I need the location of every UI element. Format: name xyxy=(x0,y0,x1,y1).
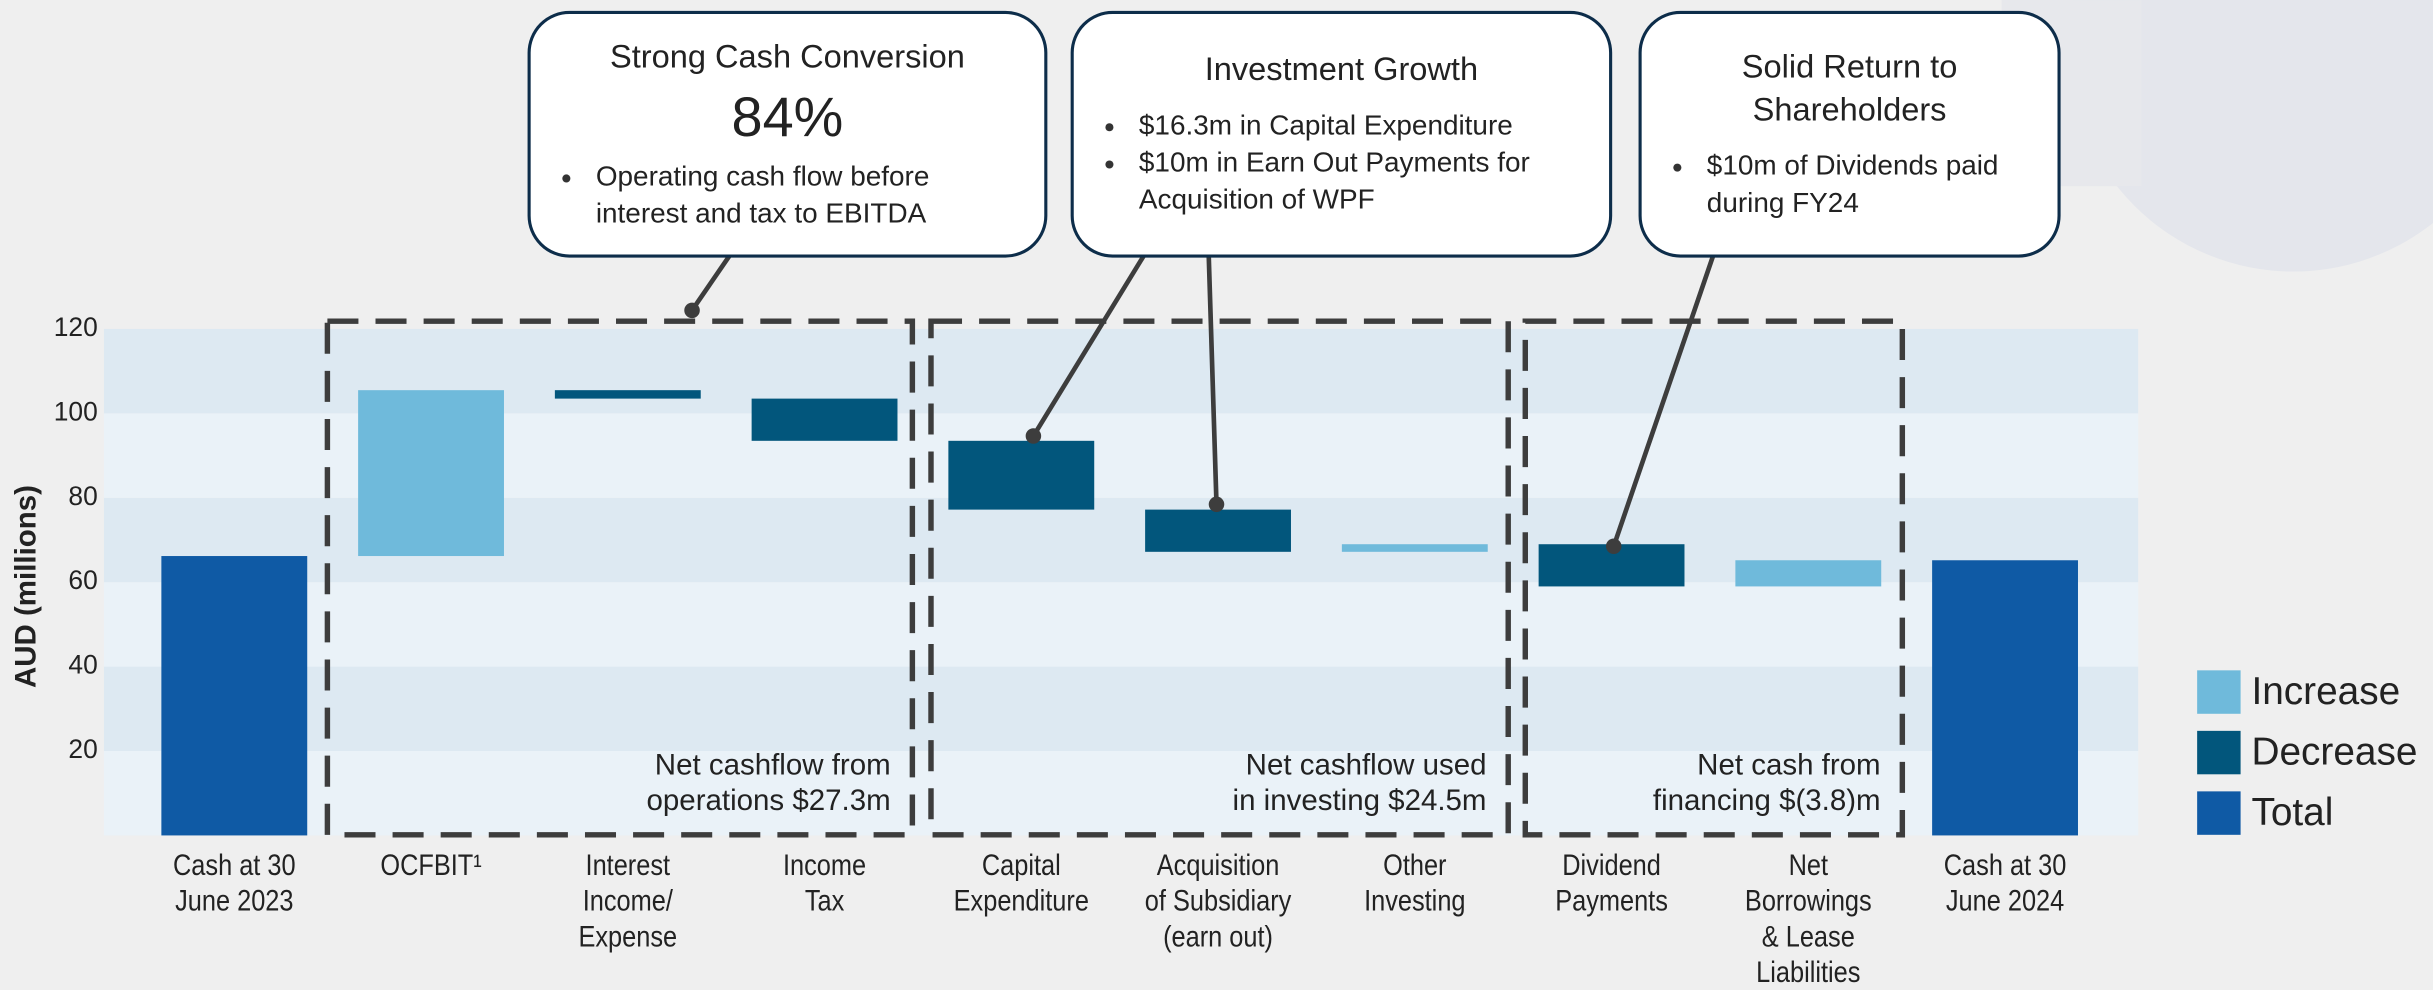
bar xyxy=(1735,560,1882,587)
callout-bullet: $16.3m in Capital Expenditure xyxy=(1139,110,1513,141)
x-tick-label: OCFBIT¹ xyxy=(380,848,481,881)
callout-bullet: $10m of Dividends paid during FY24 xyxy=(1707,150,1999,218)
callout-box xyxy=(1070,10,1613,258)
y-tick-label: 40 xyxy=(68,650,97,680)
bullet-dot xyxy=(1673,163,1682,172)
legend-swatch xyxy=(2197,730,2241,775)
bullet-dot xyxy=(1105,123,1114,132)
background-circle xyxy=(2068,0,2433,272)
bar xyxy=(1932,560,2078,836)
connector-dot xyxy=(1605,538,1622,554)
x-tick-label: Dividend Payments xyxy=(1555,848,1668,917)
x-tick-label: Income Tax xyxy=(783,848,866,917)
x-tick-label: Acquisition of Subsidiary (earn out) xyxy=(1145,848,1292,953)
callout-title: Solid Return to Shareholders xyxy=(1742,48,1958,127)
callout-title: Strong Cash Conversion xyxy=(610,39,965,75)
legend-label: Total xyxy=(2251,791,2333,834)
x-tick-label: Cash at 30 June 2023 xyxy=(173,848,296,917)
grid-band xyxy=(103,666,2139,752)
legend-swatch xyxy=(2197,791,2241,835)
connector xyxy=(690,254,732,312)
bar xyxy=(1145,509,1291,552)
bar xyxy=(554,390,701,399)
callout-highlight: 84% xyxy=(732,85,844,148)
x-tick-label: Capital Expenditure xyxy=(954,848,1089,917)
x-tick-label: Net Borrowings & Lease Liabilities xyxy=(1745,848,1872,988)
y-tick-label: 120 xyxy=(54,312,98,342)
connector xyxy=(1611,255,1716,547)
callout-bullet: Operating cash flow before interest and t… xyxy=(596,161,930,229)
legend-label: Increase xyxy=(2251,670,2400,713)
y-tick-label: 20 xyxy=(68,734,97,764)
connector-dot xyxy=(1025,428,1042,444)
bullet-dot xyxy=(562,174,571,183)
bar xyxy=(948,440,1095,510)
callout-bullet: $10m in Earn Out Payments for Acquisition… xyxy=(1139,147,1530,215)
group-label: Net cashflow used in investing $24.5m xyxy=(1233,748,1487,817)
connector xyxy=(1206,255,1219,505)
y-tick-label: 60 xyxy=(68,565,97,595)
group-box xyxy=(928,318,1511,838)
bullet-dot xyxy=(1105,160,1114,169)
group-box xyxy=(324,318,916,838)
legend-swatch xyxy=(2197,670,2241,714)
x-tick-label: Cash at 30 June 2024 xyxy=(1944,848,2067,917)
y-tick-label: 80 xyxy=(68,481,97,511)
grid-band xyxy=(103,582,2139,667)
legend-label: Decrease xyxy=(2251,730,2417,773)
group-label: Net cashflow from operations $27.3m xyxy=(647,748,891,817)
callout-box xyxy=(527,10,1048,258)
bar xyxy=(751,398,898,441)
bar xyxy=(161,556,308,836)
y-axis-label: AUD (millions) xyxy=(10,485,43,688)
group-label: Net cash from financing $(3.8)m xyxy=(1653,748,1881,817)
x-tick-label: Interest Income/Expense xyxy=(578,848,677,953)
bar xyxy=(1341,544,1488,552)
callout-title: Investment Growth xyxy=(1205,51,1478,87)
y-tick-label: 100 xyxy=(54,396,98,426)
group-box xyxy=(1522,318,1906,838)
bar xyxy=(358,390,504,557)
x-tick-label: Other Investing xyxy=(1364,848,1465,917)
connector-dot xyxy=(684,302,700,319)
callout-box xyxy=(1638,10,2061,258)
connector-dot xyxy=(1208,496,1225,513)
connector xyxy=(1031,254,1146,438)
grid-band xyxy=(103,751,2139,836)
